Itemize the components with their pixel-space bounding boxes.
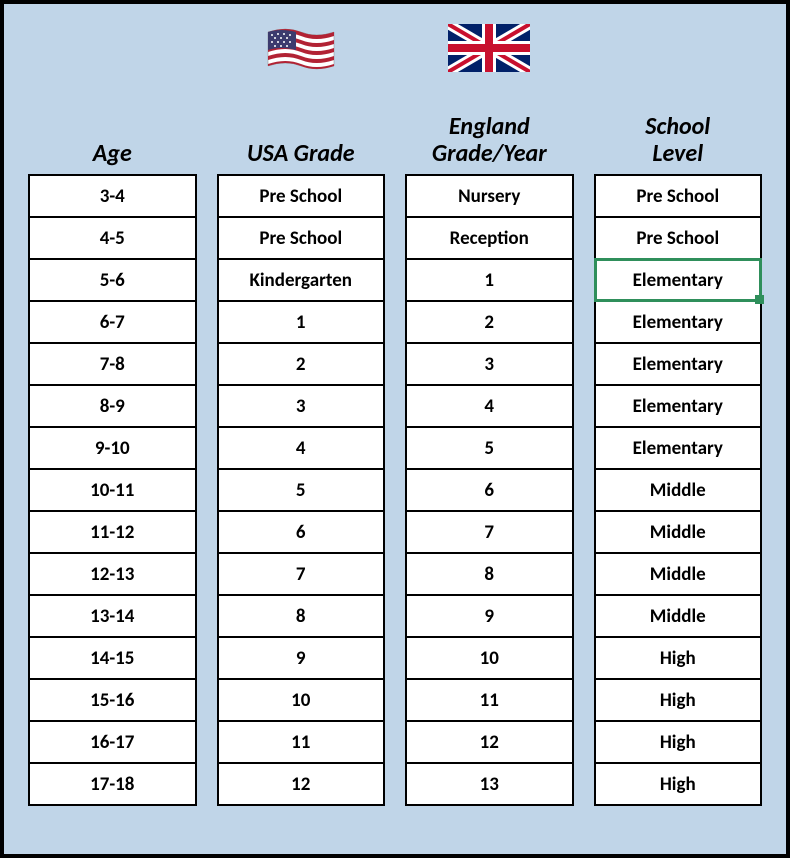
table-cell: Middle [594, 510, 763, 554]
table-cell: Nursery [405, 174, 574, 218]
table-cell: 6 [405, 468, 574, 512]
table-cell: 5-6 [28, 258, 197, 302]
column-header-england: EnglandGrade/Year [405, 92, 574, 174]
table-cell: 7 [217, 552, 386, 596]
flag-zone-uk [405, 24, 574, 92]
table-cell: Pre School [217, 174, 386, 218]
table-cell: Middle [594, 552, 763, 596]
table-cell: Elementary [594, 426, 763, 470]
table-cell: 6 [217, 510, 386, 554]
table-cell: Middle [594, 468, 763, 512]
table-cell: 16-17 [28, 720, 197, 764]
table-cell: 8 [405, 552, 574, 596]
table-cell: 11 [217, 720, 386, 764]
table-cell: 10-11 [28, 468, 197, 512]
table-cell: Kindergarten [217, 258, 386, 302]
table-cell: Elementary [594, 342, 763, 386]
table-cell: 9 [405, 594, 574, 638]
table-cell: High [594, 678, 763, 722]
table-cell: 12 [405, 720, 574, 764]
table-cell: 12 [217, 762, 386, 806]
column-age: Age 3-4 4-5 5-6 6-7 7-8 8-9 9-10 10-11 1… [28, 24, 197, 830]
table-cell: 10 [217, 678, 386, 722]
table-cell: Pre School [217, 216, 386, 260]
table-cell: 7 [405, 510, 574, 554]
table-cell: Pre School [594, 216, 763, 260]
column-usa-grade: USA Grade Pre School Pre School Kinderga… [217, 24, 386, 830]
column-england-grade-year: EnglandGrade/Year Nursery Reception 1 2 … [405, 24, 574, 830]
table-cell: 9 [217, 636, 386, 680]
table-cell: 3 [217, 384, 386, 428]
table-cell: Pre School [594, 174, 763, 218]
table-cell: 11-12 [28, 510, 197, 554]
table-cell: Reception [405, 216, 574, 260]
table-cell: 1 [217, 300, 386, 344]
table-cell: 2 [405, 300, 574, 344]
table-cell: Elementary [594, 384, 763, 428]
column-header-school-level: SchoolLevel [594, 92, 763, 174]
usa-flag-icon [266, 24, 336, 70]
table-cell: 17-18 [28, 762, 197, 806]
flag-zone-school-level [594, 24, 763, 92]
cells-school-level: Pre School Pre School Elementary Element… [594, 174, 763, 806]
flag-zone-usa [217, 24, 386, 92]
table-cell: 5 [217, 468, 386, 512]
table-cell: 5 [405, 426, 574, 470]
uk-flag-icon [448, 24, 530, 72]
table-cell: 2 [217, 342, 386, 386]
flag-zone-age [28, 24, 197, 92]
table-cell: 11 [405, 678, 574, 722]
table-cell: 4 [217, 426, 386, 470]
table-cell: Elementary [594, 300, 763, 344]
comparison-table-frame: Age 3-4 4-5 5-6 6-7 7-8 8-9 9-10 10-11 1… [0, 0, 790, 858]
cells-england: Nursery Reception 1 2 3 4 5 6 7 8 9 10 1… [405, 174, 574, 806]
table-cell: 7-8 [28, 342, 197, 386]
table-cell-selected[interactable]: Elementary [594, 258, 763, 302]
table-cell: 4 [405, 384, 574, 428]
column-header-age: Age [28, 92, 197, 174]
table-cell: 15-16 [28, 678, 197, 722]
table-cell: High [594, 720, 763, 764]
table-cell: High [594, 636, 763, 680]
table-cell: 1 [405, 258, 574, 302]
table-cell: 10 [405, 636, 574, 680]
table-cell: Middle [594, 594, 763, 638]
cells-age: 3-4 4-5 5-6 6-7 7-8 8-9 9-10 10-11 11-12… [28, 174, 197, 806]
table-cell: 14-15 [28, 636, 197, 680]
table-cell: 3-4 [28, 174, 197, 218]
table-cell: 9-10 [28, 426, 197, 470]
table-cell: 13-14 [28, 594, 197, 638]
table-cell: 8-9 [28, 384, 197, 428]
columns-container: Age 3-4 4-5 5-6 6-7 7-8 8-9 9-10 10-11 1… [28, 24, 762, 830]
table-cell: 13 [405, 762, 574, 806]
column-school-level: SchoolLevel Pre School Pre School Elemen… [594, 24, 763, 830]
table-cell: 12-13 [28, 552, 197, 596]
table-cell: 3 [405, 342, 574, 386]
column-header-usa-grade: USA Grade [217, 92, 386, 174]
table-cell: 8 [217, 594, 386, 638]
table-cell: High [594, 762, 763, 806]
table-cell: 6-7 [28, 300, 197, 344]
table-cell: 4-5 [28, 216, 197, 260]
cells-usa-grade: Pre School Pre School Kindergarten 1 2 3… [217, 174, 386, 806]
